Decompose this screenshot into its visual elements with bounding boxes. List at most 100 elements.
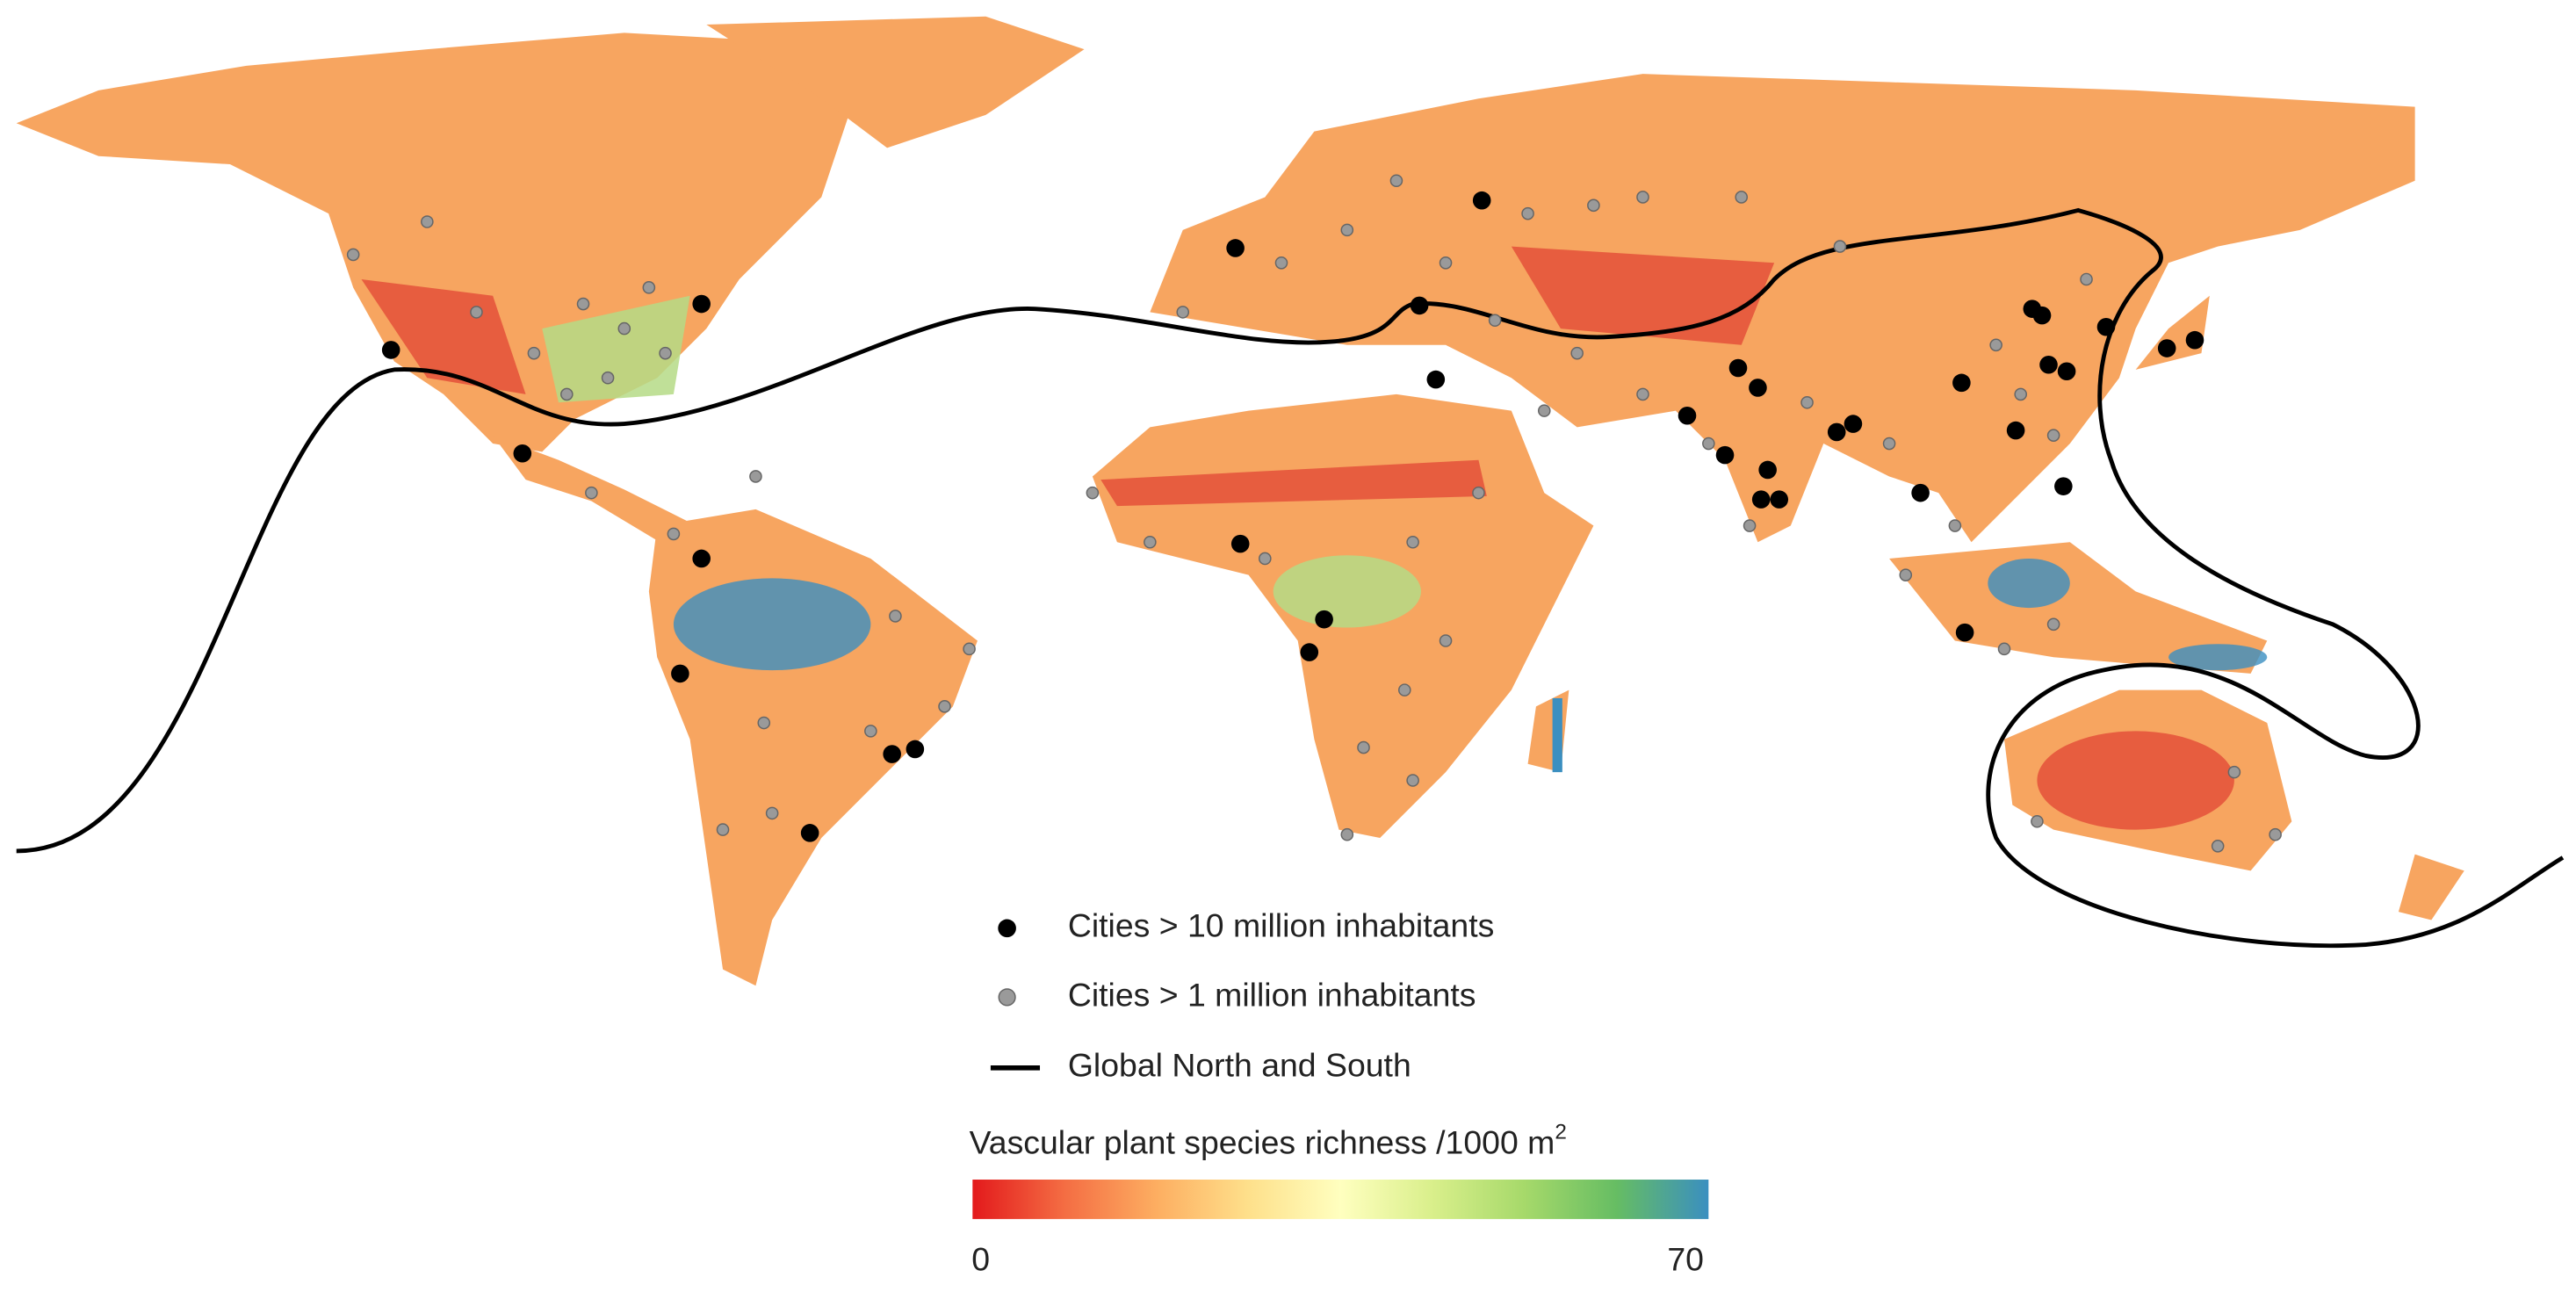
city-10m bbox=[2057, 362, 2076, 381]
city-10m-group bbox=[381, 191, 2204, 842]
city-1m bbox=[2080, 272, 2093, 286]
city-1m bbox=[1389, 174, 1403, 188]
legend-label: Cities > 1 million inhabitants bbox=[1068, 976, 1476, 1013]
city-10m bbox=[1770, 490, 1789, 509]
city-10m bbox=[1300, 643, 1319, 661]
city-1m bbox=[421, 215, 434, 228]
city-10m bbox=[1226, 239, 1245, 257]
city-1m bbox=[1258, 552, 1272, 566]
city-10m bbox=[1315, 610, 1333, 629]
legend-label: Global North and South bbox=[1068, 1047, 1411, 1084]
city-10m bbox=[1728, 358, 1748, 378]
city-1m bbox=[1521, 206, 1534, 220]
city-10m bbox=[1911, 483, 1930, 502]
city-1m bbox=[1176, 306, 1190, 319]
city-10m bbox=[1715, 445, 1735, 465]
greenland bbox=[706, 16, 1085, 148]
city-1m bbox=[1587, 198, 1600, 213]
city-1m bbox=[1702, 437, 1715, 451]
city-1m bbox=[2046, 617, 2060, 632]
city-10m bbox=[1410, 296, 1429, 315]
city-10m bbox=[1844, 415, 1863, 433]
city-1m bbox=[757, 716, 771, 730]
city-10m bbox=[381, 341, 400, 359]
city-1m bbox=[1406, 535, 1419, 549]
city-10m bbox=[2032, 306, 2052, 325]
colorbar: Vascular plant species richness /1000 m2… bbox=[970, 1121, 1709, 1277]
city-1m bbox=[642, 281, 656, 294]
city-1m bbox=[1882, 437, 1896, 451]
city-1m bbox=[1636, 191, 1649, 204]
city-10m bbox=[2039, 355, 2058, 374]
city-1m bbox=[1989, 338, 2002, 352]
city-10m bbox=[800, 824, 819, 842]
city-1m bbox=[1997, 642, 2011, 656]
city-10m bbox=[671, 664, 689, 683]
city-1m bbox=[659, 346, 672, 360]
city-1m bbox=[1340, 223, 1354, 237]
new-guinea-high-richness bbox=[2168, 644, 2268, 671]
city-1m bbox=[576, 297, 590, 311]
city-1m bbox=[2046, 429, 2060, 442]
city-1m bbox=[864, 725, 877, 738]
colorbar-title-superscript: 2 bbox=[1555, 1121, 1567, 1144]
city-10m bbox=[1751, 490, 1771, 509]
southeast-asia bbox=[1889, 542, 2268, 674]
congo-basin bbox=[1273, 555, 1421, 628]
city-10m bbox=[2054, 477, 2073, 495]
city-1m bbox=[1274, 256, 1288, 270]
city-1m bbox=[749, 470, 762, 483]
city-1m bbox=[716, 823, 730, 836]
city-1m bbox=[601, 371, 615, 385]
city-10m bbox=[2096, 317, 2116, 336]
city-1m bbox=[1833, 240, 1847, 253]
city-10m bbox=[1955, 623, 1974, 642]
colorbar-title-text: Vascular plant species richness /1000 m bbox=[970, 1124, 1555, 1161]
city-1m bbox=[1439, 634, 1453, 647]
city-1m bbox=[1357, 740, 1370, 754]
city-1m bbox=[1636, 387, 1649, 401]
city-1m bbox=[2269, 827, 2282, 841]
city-10m bbox=[1426, 370, 1446, 389]
borneo-high-richness bbox=[1988, 558, 2070, 609]
city-1m bbox=[938, 700, 951, 713]
city-1m bbox=[963, 642, 976, 656]
city-10m bbox=[692, 294, 711, 314]
colorbar-gradient bbox=[972, 1180, 1709, 1219]
city-1m bbox=[617, 321, 631, 336]
city-10m bbox=[2185, 330, 2204, 350]
city-10m bbox=[692, 549, 711, 568]
south-america bbox=[648, 509, 978, 986]
city-1m bbox=[667, 527, 681, 541]
city-1m bbox=[1743, 519, 1757, 532]
city-1m bbox=[1570, 346, 1584, 360]
eastern-us bbox=[542, 295, 690, 403]
city-1m bbox=[346, 248, 360, 262]
city-10m bbox=[1230, 534, 1250, 553]
city-1m bbox=[470, 306, 483, 319]
city-10m bbox=[1678, 406, 1697, 425]
land bbox=[16, 16, 2464, 986]
madagascar-east bbox=[1552, 697, 1562, 773]
city-1m-group bbox=[346, 174, 2282, 853]
colorbar-max-label: 70 bbox=[1667, 1240, 1704, 1277]
legend: Cities > 10 million inhabitants Cities >… bbox=[990, 907, 1494, 1084]
north-america bbox=[16, 32, 855, 452]
city-1m bbox=[1735, 191, 1749, 204]
city-10m bbox=[883, 745, 901, 763]
city-1m bbox=[1948, 519, 1962, 532]
city-1m bbox=[1899, 568, 1913, 581]
legend-marker bbox=[998, 919, 1016, 938]
new-zealand bbox=[2398, 854, 2464, 920]
world-map: Cities > 10 million inhabitants Cities >… bbox=[16, 16, 2565, 1277]
city-1m bbox=[2227, 765, 2241, 779]
american-southwest bbox=[361, 278, 526, 394]
city-1m bbox=[1397, 683, 1411, 697]
eurasia bbox=[1150, 74, 2415, 543]
city-1m bbox=[765, 806, 779, 820]
city-1m bbox=[1472, 486, 1485, 500]
city-10m bbox=[2157, 339, 2176, 357]
city-1m bbox=[560, 387, 574, 401]
city-10m bbox=[906, 740, 925, 759]
